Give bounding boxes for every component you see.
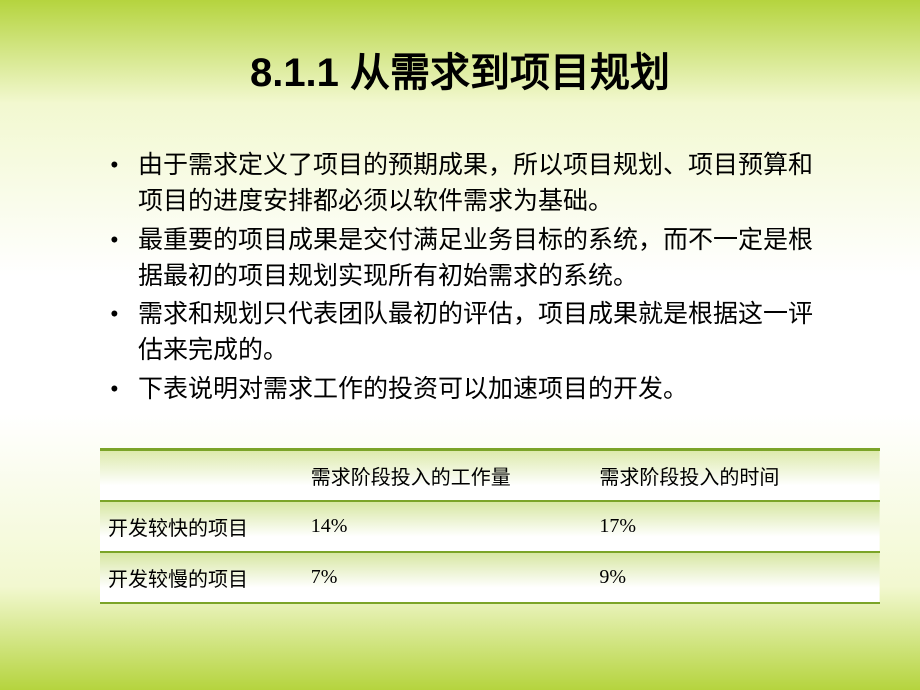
table-cell: 14% xyxy=(303,501,592,552)
table-cell: 7% xyxy=(303,552,592,603)
table-cell: 9% xyxy=(591,552,880,603)
bullet-list: 由于需求定义了项目的预期成果，所以项目规划、项目预算和项目的进度安排都必须以软件… xyxy=(110,148,830,408)
bullet-item: 最重要的项目成果是交付满足业务目标的系统，而不一定是根据最初的项目规划实现所有初… xyxy=(110,223,830,296)
bullet-item: 需求和规划只代表团队最初的评估，项目成果就是根据这一评估来完成的。 xyxy=(110,297,830,370)
table-header-cell xyxy=(100,449,303,501)
table-row: 开发较慢的项目 7% 9% xyxy=(100,552,880,603)
table-row: 开发较快的项目 14% 17% xyxy=(100,501,880,552)
table-header-row: 需求阶段投入的工作量 需求阶段投入的时间 xyxy=(100,449,880,501)
bullet-item: 下表说明对需求工作的投资可以加速项目的开发。 xyxy=(110,372,830,408)
slide-title: 8.1.1 从需求到项目规划 xyxy=(60,40,860,98)
investment-table: 需求阶段投入的工作量 需求阶段投入的时间 开发较快的项目 14% 17% 开发较… xyxy=(100,448,880,604)
table-cell: 17% xyxy=(591,501,880,552)
table-cell: 开发较快的项目 xyxy=(100,501,303,552)
bullet-item: 由于需求定义了项目的预期成果，所以项目规划、项目预算和项目的进度安排都必须以软件… xyxy=(110,148,830,221)
table-header-cell: 需求阶段投入的工作量 xyxy=(303,449,592,501)
table-cell: 开发较慢的项目 xyxy=(100,552,303,603)
table-header-cell: 需求阶段投入的时间 xyxy=(591,449,880,501)
